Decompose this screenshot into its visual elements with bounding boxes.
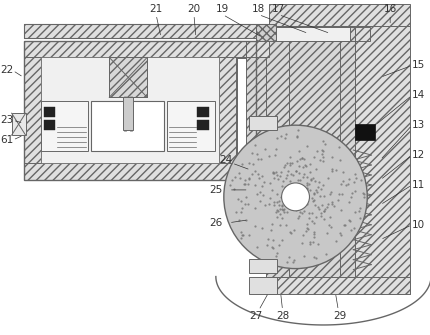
Bar [24, 41, 42, 180]
Text: 20: 20 [187, 4, 200, 14]
Bar [24, 162, 256, 180]
Bar [266, 41, 289, 277]
Bar [197, 120, 209, 130]
Bar [24, 41, 256, 180]
Bar [109, 57, 147, 97]
Bar [246, 41, 269, 57]
Text: 11: 11 [412, 180, 425, 190]
Circle shape [282, 183, 310, 211]
Text: 12: 12 [412, 150, 425, 160]
Bar [249, 259, 276, 273]
Bar [355, 124, 375, 140]
Bar [12, 113, 26, 135]
Bar [246, 41, 269, 180]
Text: 61: 61 [0, 135, 13, 145]
Text: 19: 19 [216, 4, 230, 14]
Bar [355, 25, 410, 294]
Bar [249, 116, 276, 130]
Text: 25: 25 [209, 185, 222, 195]
Text: 14: 14 [412, 90, 425, 100]
Text: 15: 15 [412, 60, 425, 70]
Bar [43, 107, 55, 117]
Bar [43, 120, 55, 130]
Circle shape [224, 125, 367, 269]
Bar [109, 57, 147, 97]
Text: 28: 28 [276, 312, 289, 321]
Bar [123, 97, 133, 130]
Bar [276, 26, 350, 41]
Bar [197, 107, 209, 117]
Text: 23: 23 [0, 115, 13, 125]
Bar [24, 41, 256, 58]
Bar [167, 101, 215, 151]
Bar [286, 25, 355, 277]
Text: 18: 18 [252, 4, 265, 14]
Bar [276, 26, 370, 41]
Bar [24, 163, 256, 180]
Text: 17: 17 [272, 4, 285, 14]
Text: 24: 24 [219, 155, 233, 165]
Bar [24, 41, 256, 57]
Bar [219, 41, 237, 180]
Bar [91, 101, 164, 151]
Text: 16: 16 [384, 4, 397, 14]
Bar [256, 23, 276, 46]
Text: 10: 10 [412, 220, 424, 230]
Bar [40, 57, 219, 163]
Bar [246, 163, 269, 180]
Bar [24, 23, 269, 38]
Text: 13: 13 [412, 120, 425, 130]
Text: 29: 29 [334, 312, 347, 321]
Bar [269, 4, 410, 25]
Bar [24, 57, 40, 163]
Bar [269, 25, 286, 294]
Bar [219, 57, 236, 163]
Text: 27: 27 [249, 312, 262, 321]
Bar [249, 277, 276, 294]
Bar [40, 101, 88, 151]
Bar [341, 25, 355, 277]
Text: 21: 21 [150, 4, 163, 14]
Text: 22: 22 [0, 65, 13, 75]
Text: 26: 26 [209, 218, 222, 228]
Bar [269, 277, 410, 294]
Bar [24, 23, 269, 38]
